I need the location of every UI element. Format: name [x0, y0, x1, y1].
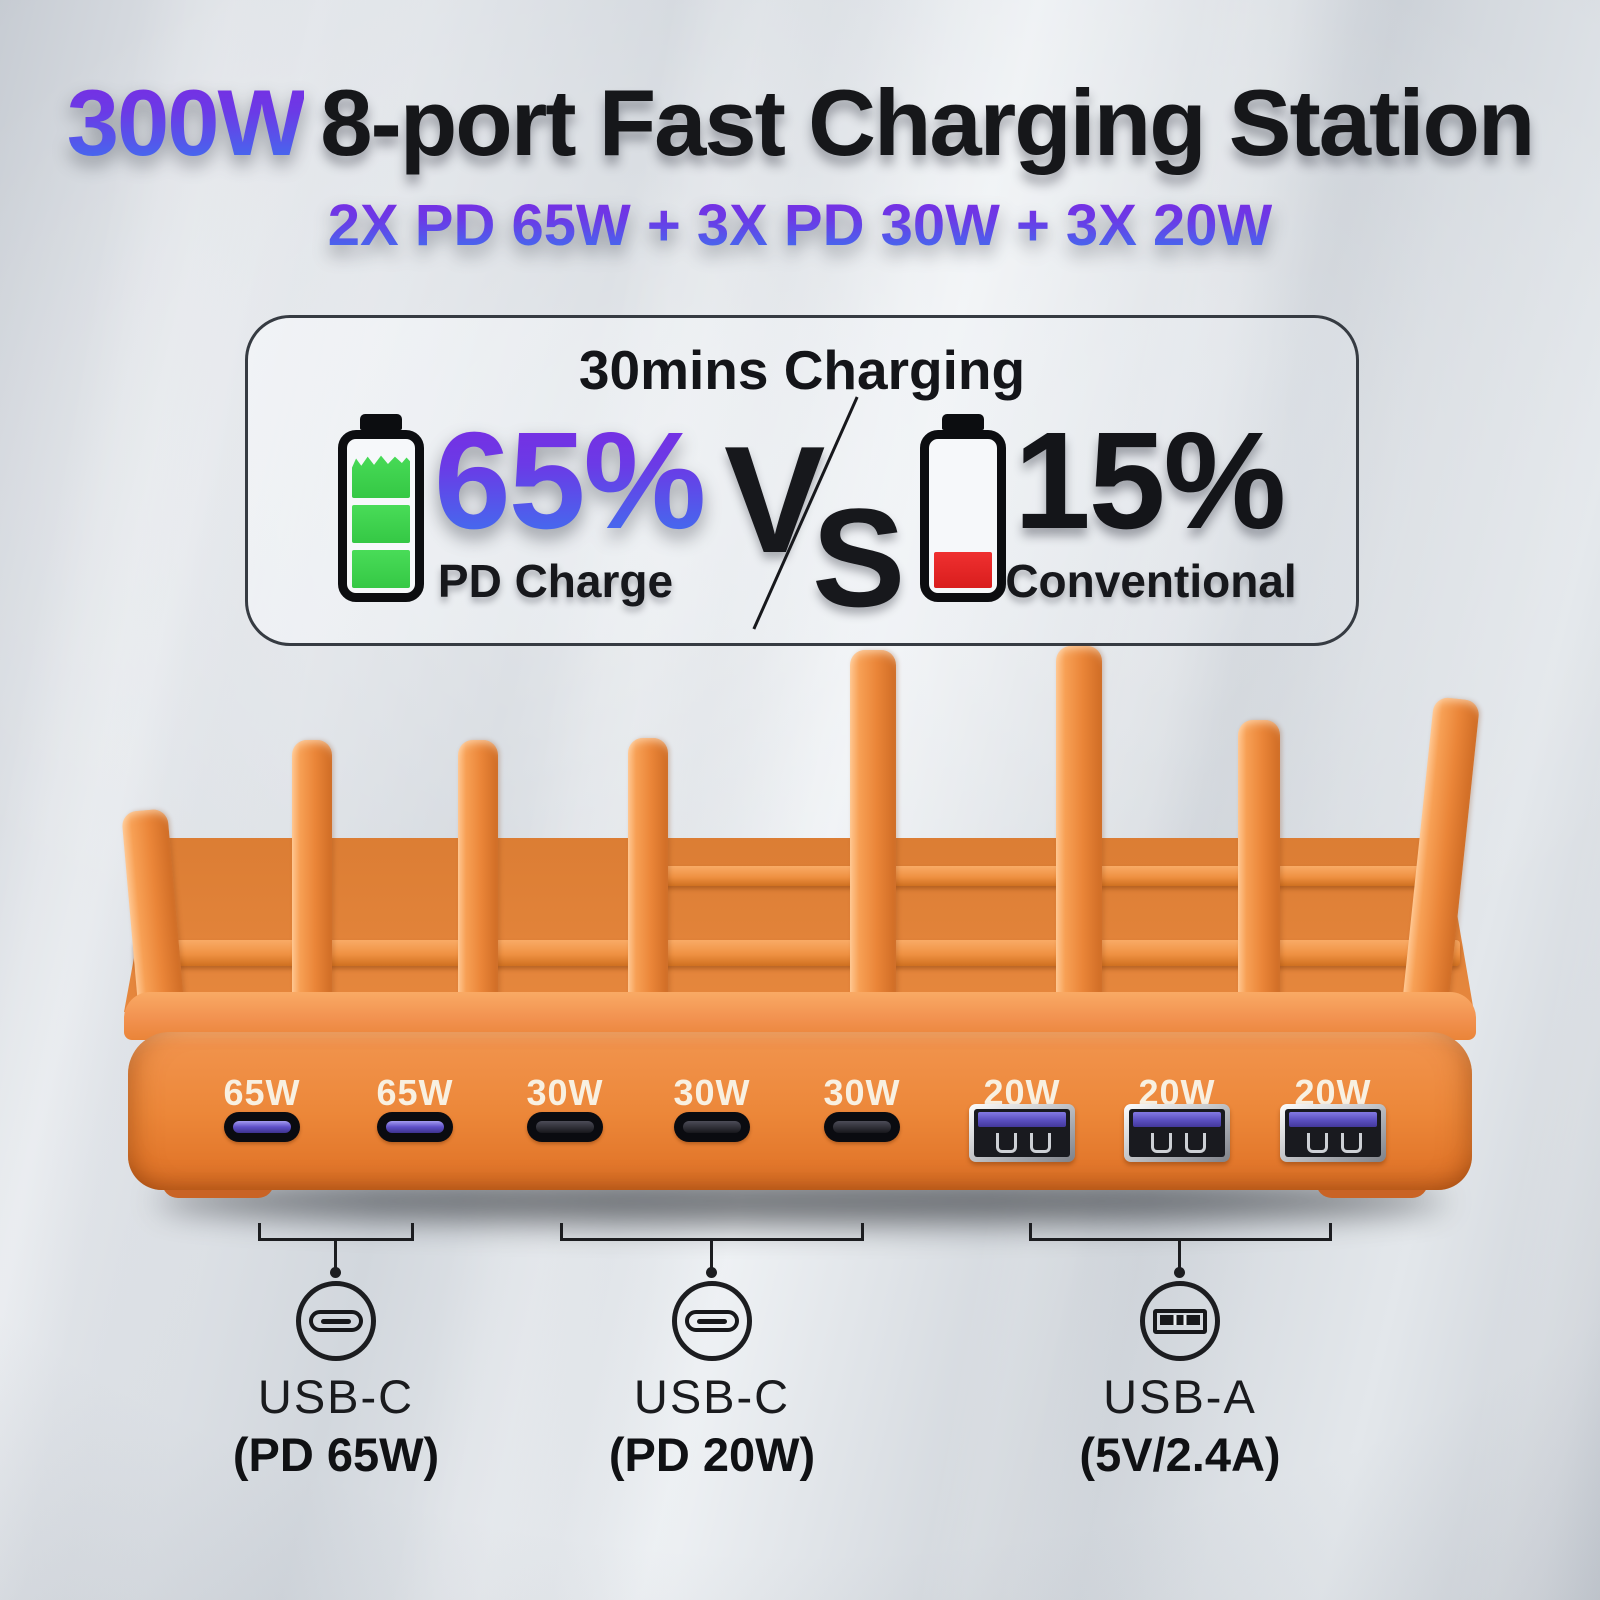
connector-badge: [296, 1281, 376, 1361]
annotation-bracket: [258, 1223, 414, 1241]
title-rest: 8-port Fast Charging Station: [320, 70, 1535, 175]
pd-charge-label: PD Charge: [437, 555, 674, 607]
charging-station: 65W 65W 30W 30W 30W 20W 20W 20W: [120, 640, 1481, 1265]
annotation-stem: [710, 1241, 713, 1269]
conventional-label: Conventional: [1005, 555, 1297, 607]
battery-full-icon: [338, 414, 424, 602]
connector-badge: [672, 1281, 752, 1361]
battery-green-fill: [352, 444, 410, 588]
deck-rail-back: [640, 866, 1452, 886]
connector-type-label: USB-C: [257, 1370, 415, 1423]
divider-fin: [458, 740, 498, 1008]
connector-badge: [1140, 1281, 1220, 1361]
port-wattage-label: 30W: [673, 1072, 751, 1113]
usb-c-port-30w: [674, 1112, 750, 1142]
connector-type-label: USB-A: [1103, 1370, 1257, 1423]
port-wattage-label: 30W: [526, 1072, 604, 1113]
pd-charge-percent: 65%: [434, 404, 706, 558]
usb-a-port-20w: [1280, 1104, 1386, 1162]
usb-c-port-65w: [377, 1112, 453, 1142]
subtitle-text: 2X PD 65W + 3X PD 30W + 3X 20W: [327, 193, 1273, 258]
divider-fin: [1238, 720, 1280, 1010]
usb-c-port-30w: [824, 1112, 900, 1142]
divider-fin: [292, 740, 332, 1008]
battery-low-icon: [920, 414, 1006, 602]
usb-a-icon: [1153, 1308, 1207, 1334]
annotation-bracket: [1029, 1223, 1332, 1241]
connector-spec-label: (5V/2.4A): [1079, 1428, 1281, 1481]
page-subtitle: 2X PD 65W + 3X PD 30W + 3X 20W: [0, 193, 1600, 258]
annotation-dot: [1174, 1267, 1185, 1278]
annotation-dot: [706, 1267, 717, 1278]
divider-fin: [628, 738, 668, 1008]
connector-spec-label: (PD 20W): [608, 1428, 816, 1481]
conventional-percent: 15%: [1014, 404, 1286, 558]
usb-a-port-20w: [1124, 1104, 1230, 1162]
connector-spec-label: (PD 65W): [232, 1428, 440, 1481]
connector-type-label: USB-C: [633, 1370, 791, 1423]
port-wattage-label: 65W: [223, 1072, 301, 1113]
usb-c-icon: [309, 1310, 363, 1332]
port-wattage-label: 65W: [376, 1072, 454, 1113]
divider-fin: [850, 650, 896, 1010]
comparison-heading: 30mins Charging: [578, 339, 1026, 401]
usb-c-icon: [685, 1310, 739, 1332]
title-wattage: 300W: [66, 70, 307, 175]
annotation-stem: [334, 1241, 337, 1269]
annotation-usbc-65w: USB-C (PD 65W): [176, 1223, 496, 1493]
port-wattage-label: 30W: [823, 1072, 901, 1113]
station-front-panel: [128, 1032, 1472, 1190]
usb-c-port-30w: [527, 1112, 603, 1142]
divider-fin: [1056, 646, 1102, 1010]
charging-comparison-panel: 30mins Charging 65% PD Charge V S 15% Co…: [245, 315, 1359, 646]
annotation-stem: [1178, 1241, 1181, 1269]
usb-a-port-20w: [969, 1104, 1075, 1162]
annotation-usba: USB-A (5V/2.4A): [1020, 1223, 1340, 1493]
usb-c-port-65w: [224, 1112, 300, 1142]
annotation-dot: [330, 1267, 341, 1278]
page-title: 300W 8-port Fast Charging Station: [0, 70, 1600, 175]
vs-letter-s: S: [812, 479, 906, 636]
annotation-bracket: [560, 1223, 864, 1241]
annotation-usbc-20w: USB-C (PD 20W): [552, 1223, 872, 1493]
battery-red-fill: [934, 444, 992, 588]
